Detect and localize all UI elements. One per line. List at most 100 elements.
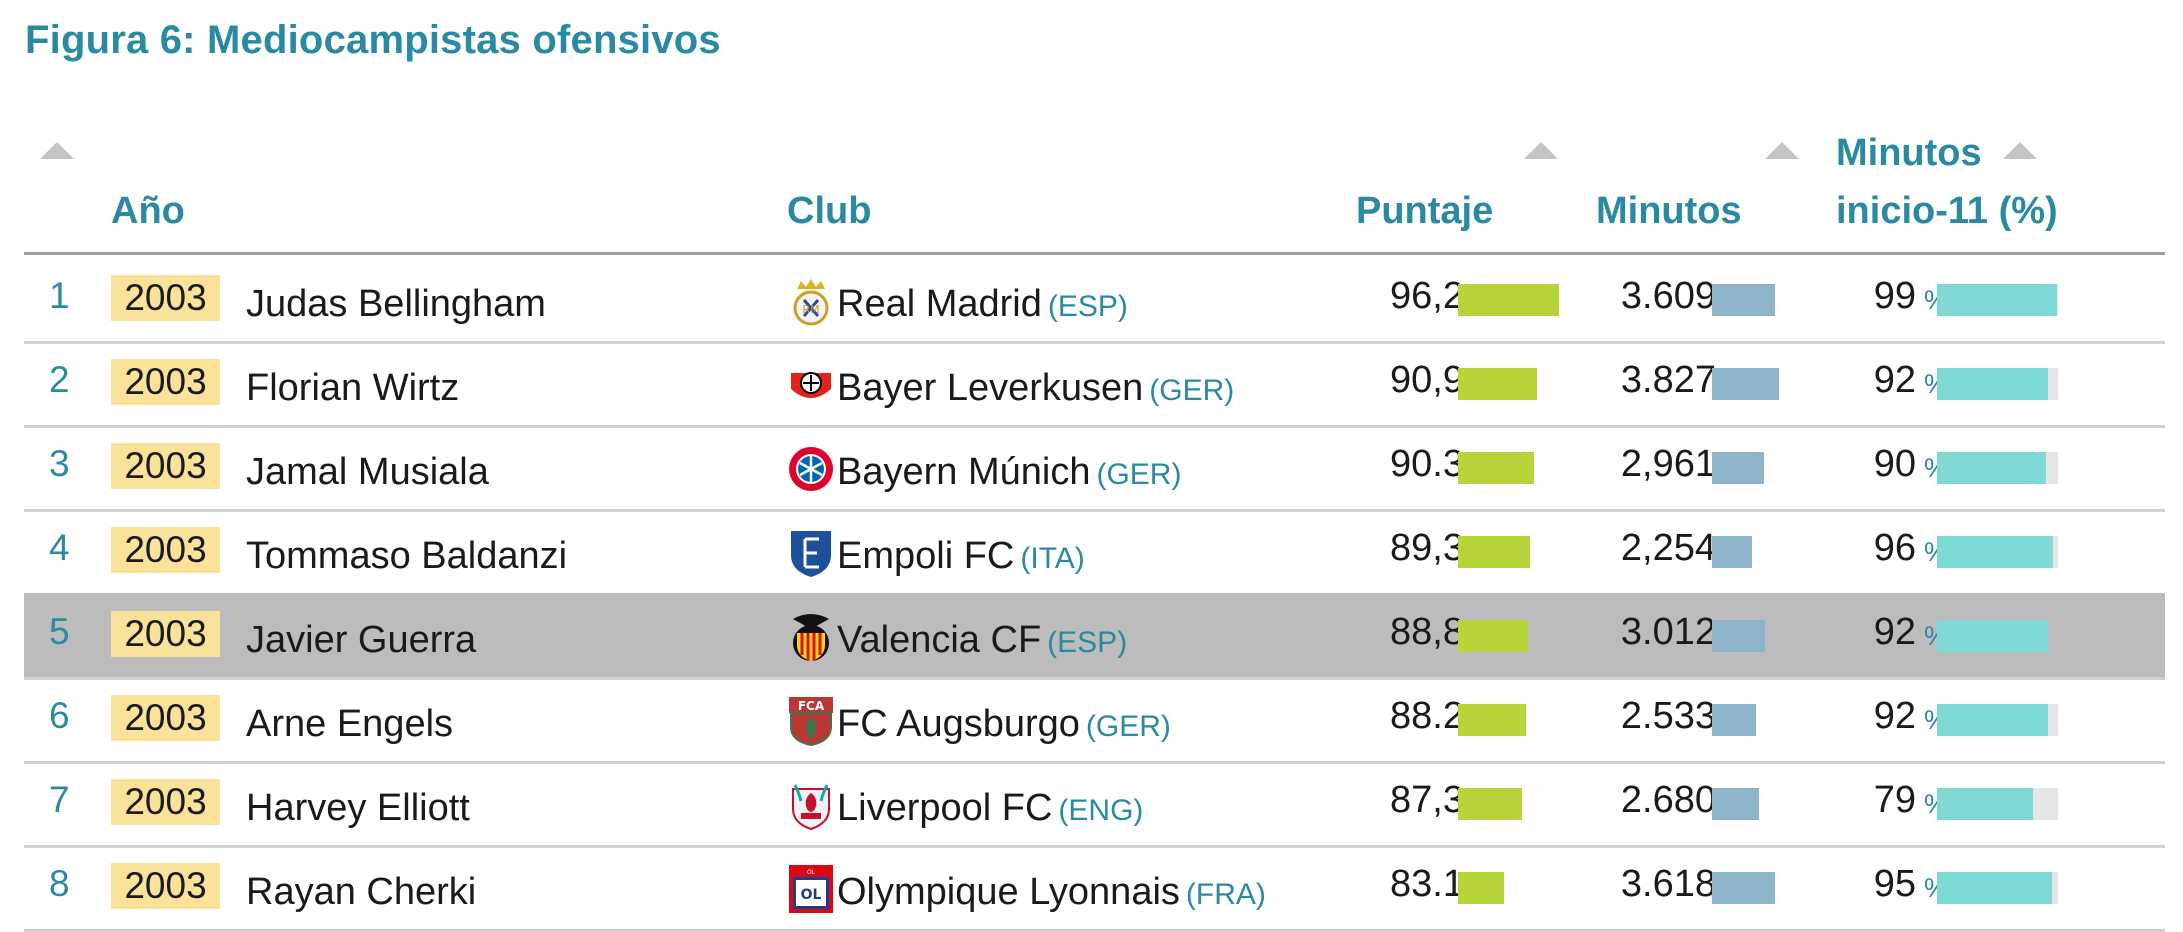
score-value: 87,3 (1390, 779, 1464, 821)
table-row[interactable]: 7 2003 Harvey Elliott Liverpool FC (ENG) 87,3… (24, 761, 2165, 848)
score-bar (1458, 872, 1505, 904)
sort-year-icon[interactable] (40, 142, 74, 159)
header-club[interactable]: Club (787, 190, 872, 232)
header-minutes[interactable]: Minutos (1596, 190, 1742, 232)
player-name[interactable]: Rayan Cherki (246, 871, 477, 913)
minutes-bar (1712, 788, 1759, 820)
table-row[interactable]: 1 2003 Judas Bellingham RM Real Madrid (ESP) 9… (24, 257, 2165, 344)
year-badge: 2003 (111, 275, 220, 321)
row-divider (24, 509, 2165, 512)
start-pct-value: 90 (1873, 443, 1916, 485)
start-pct-value: 92 (1873, 611, 1916, 653)
lyon-crest-icon: OL OL (787, 863, 835, 915)
score-bar (1458, 704, 1526, 736)
sort-minutes-icon[interactable] (1765, 142, 1799, 159)
header-year[interactable]: Año (111, 190, 185, 232)
rank-number: 7 (49, 779, 70, 820)
table-row[interactable]: 2 2003 Florian Wirtz Bayer Leverkusen (GER) 9… (24, 341, 2165, 428)
club-label: Empoli FC (837, 535, 1015, 577)
club-name[interactable]: Bayer Leverkusen (GER) (837, 367, 1234, 410)
score-bar (1458, 368, 1537, 400)
club-name[interactable]: Liverpool FC (ENG) (837, 787, 1143, 830)
club-label: Valencia CF (837, 619, 1042, 661)
country-code: (FRA) (1185, 878, 1266, 911)
minutes-value: 3.618 (1620, 863, 1716, 905)
year-badge: 2003 (111, 695, 220, 741)
country-code: (ESP) (1047, 290, 1128, 323)
club-name[interactable]: Olympique Lyonnais (FRA) (837, 871, 1266, 914)
start-bar (1937, 368, 2049, 400)
start-bar (1937, 872, 2052, 904)
score-bar (1458, 284, 1559, 316)
svg-text:RM: RM (802, 303, 819, 316)
table-row[interactable]: 4 2003 Tommaso Baldanzi Empoli FC (ITA) 89,3 2… (24, 509, 2165, 596)
start-pct-value: 92 (1873, 695, 1916, 737)
country-code: (ENG) (1058, 794, 1144, 827)
rank-number: 1 (49, 275, 70, 316)
player-name[interactable]: Jamal Musiala (246, 451, 489, 493)
score-bar (1458, 788, 1522, 820)
score-value: 83.1 (1390, 863, 1464, 905)
player-name[interactable]: Harvey Elliott (246, 787, 470, 829)
table-row[interactable]: 6 2003 Arne Engels FCA FC Augsburgo (GER) 88.2… (24, 677, 2165, 764)
sort-start-icon[interactable] (2003, 142, 2037, 159)
start-bar (1937, 284, 2057, 316)
minutes-value: 2,254 (1620, 527, 1716, 569)
start-bar (1937, 788, 2033, 820)
header-score[interactable]: Puntaje (1356, 190, 1494, 232)
header-start-line1[interactable]: Minutos (1836, 132, 1982, 174)
table-row[interactable]: 3 2003 Jamal Musiala Bayern Múnich (GER) 90.3… (24, 425, 2165, 512)
score-bar (1458, 620, 1529, 652)
minutes-bar (1712, 620, 1765, 652)
score-value: 90.3 (1390, 443, 1464, 485)
player-name[interactable]: Javier Guerra (246, 619, 477, 661)
score-value: 96,2 (1390, 275, 1464, 317)
start-pct-value: 79 (1873, 779, 1916, 821)
country-code: (GER) (1085, 710, 1171, 743)
player-name[interactable]: Tommaso Baldanzi (246, 535, 568, 577)
year-badge: 2003 (111, 779, 220, 825)
score-value: 90,9 (1390, 359, 1464, 401)
table-row[interactable]: 5 2003 Javier Guerra Valencia CF (ESP) 88,8 3.… (24, 593, 2165, 680)
bayern-munich-crest-icon (787, 443, 835, 495)
score-value: 89,3 (1390, 527, 1464, 569)
club-name[interactable]: Real Madrid (ESP) (837, 283, 1128, 326)
minutes-bar (1712, 704, 1757, 736)
minutes-value: 2.533 (1620, 695, 1716, 737)
club-label: Real Madrid (837, 283, 1042, 325)
club-name[interactable]: FC Augsburgo (GER) (837, 703, 1171, 746)
club-name[interactable]: Valencia CF (ESP) (837, 619, 1127, 662)
liverpool-crest-icon (787, 779, 835, 831)
start-bar (1937, 620, 2049, 652)
augsburg-crest-icon: FCA (787, 695, 835, 747)
rank-number: 2 (49, 359, 70, 400)
row-divider (24, 425, 2165, 428)
club-name[interactable]: Bayern Múnich (GER) (837, 451, 1181, 494)
player-name[interactable]: Florian Wirtz (246, 367, 460, 409)
table-row[interactable]: 8 2003 Rayan Cherki OL OL Olympique Lyonnais(… (24, 845, 2165, 932)
score-bar (1458, 452, 1535, 484)
minutes-value: 3.609 (1620, 275, 1716, 317)
start-pct-value: 96 (1873, 527, 1916, 569)
valencia-crest-icon (787, 611, 835, 663)
club-label: Bayer Leverkusen (837, 367, 1144, 409)
club-label: Bayern Múnich (837, 451, 1091, 493)
start-bar (1937, 536, 2054, 568)
player-name[interactable]: Arne Engels (246, 703, 454, 745)
year-badge: 2003 (111, 611, 220, 657)
start-pct-value: 99 (1873, 275, 1916, 317)
header-start-line2[interactable]: inicio-11 (%) (1836, 190, 2058, 232)
country-code: (GER) (1096, 458, 1182, 491)
rank-number: 3 (49, 443, 70, 484)
start-pct-value: 92 (1873, 359, 1916, 401)
club-name[interactable]: Empoli FC (ITA) (837, 535, 1085, 578)
minutes-value: 3.827 (1620, 359, 1716, 401)
minutes-bar (1712, 368, 1779, 400)
score-bar (1458, 536, 1531, 568)
player-name[interactable]: Judas Bellingham (246, 283, 546, 325)
real-madrid-crest-icon: RM (787, 275, 835, 327)
country-code: (ITA) (1020, 542, 1085, 575)
svg-text:OL: OL (807, 869, 816, 876)
rank-number: 6 (49, 695, 70, 736)
sort-score-icon[interactable] (1524, 142, 1558, 159)
